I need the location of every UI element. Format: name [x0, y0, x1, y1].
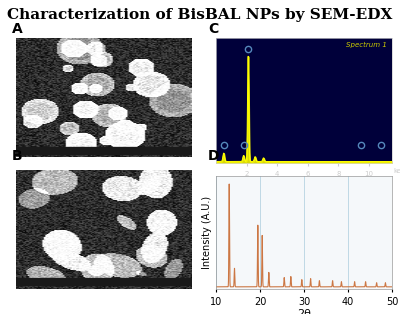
Text: A: A	[12, 22, 23, 36]
Y-axis label: Intensity (A.U.): Intensity (A.U.)	[202, 196, 212, 269]
Text: Characterization of BisBAL NPs by SEM-EDX: Characterization of BisBAL NPs by SEM-ED…	[7, 8, 393, 22]
Text: B: B	[12, 149, 23, 163]
Text: C: C	[208, 22, 218, 36]
Text: keV: keV	[394, 168, 400, 174]
Text: D: D	[208, 149, 220, 163]
X-axis label: 2θ: 2θ	[297, 309, 311, 314]
Text: Spectrum 1: Spectrum 1	[346, 41, 387, 47]
Text: Full Scale 858 cts Cursor: 11.325  (2 cts): Full Scale 858 cts Cursor: 11.325 (2 cts…	[218, 176, 329, 181]
